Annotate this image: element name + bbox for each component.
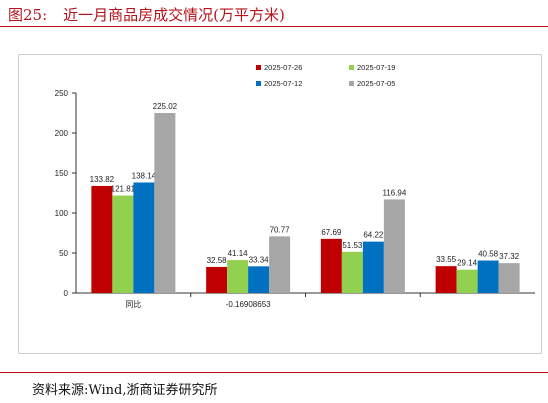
data-label: 116.94 bbox=[382, 188, 406, 197]
y-tick-label: 0 bbox=[64, 289, 69, 298]
bar bbox=[133, 182, 155, 293]
data-label: 64.22 bbox=[363, 231, 384, 240]
y-tick-label: 50 bbox=[59, 249, 68, 258]
y-tick-label: 250 bbox=[55, 89, 69, 98]
legend-label: 2025-07-26 bbox=[264, 63, 302, 72]
y-tick-label: 200 bbox=[55, 129, 69, 138]
bar bbox=[498, 263, 520, 293]
data-label: 29.14 bbox=[457, 259, 478, 268]
bar bbox=[206, 266, 228, 293]
bar bbox=[477, 260, 499, 293]
data-label: 133.82 bbox=[90, 175, 115, 184]
legend-label: 2025-07-19 bbox=[357, 63, 395, 72]
figure-title: 图25: 近一月商品房成交情况(万平方米) bbox=[8, 4, 285, 25]
figure-number: 图25: bbox=[8, 6, 48, 24]
bar bbox=[91, 185, 113, 293]
data-label: 70.77 bbox=[270, 225, 291, 234]
bar bbox=[112, 195, 134, 293]
figure-title-text: 近一月商品房成交情况(万平方米) bbox=[63, 6, 285, 24]
source-note: 资料来源:Wind,浙商证券研究所 bbox=[32, 383, 218, 398]
bar bbox=[383, 199, 405, 293]
data-label: 225.02 bbox=[153, 102, 178, 111]
bar bbox=[227, 260, 249, 293]
data-label: 41.14 bbox=[228, 249, 249, 258]
data-label: 37.32 bbox=[499, 252, 520, 261]
bar bbox=[456, 269, 478, 293]
y-tick-label: 150 bbox=[55, 169, 69, 178]
source-rule bbox=[0, 372, 548, 373]
data-label: 67.69 bbox=[321, 228, 342, 237]
chart-frame bbox=[18, 54, 542, 354]
data-label: 33.55 bbox=[436, 255, 457, 264]
x-tick-label: 同比 bbox=[125, 299, 141, 309]
legend-swatch bbox=[349, 81, 354, 86]
data-label: 138.14 bbox=[132, 171, 157, 180]
bar bbox=[269, 236, 291, 293]
bar bbox=[435, 266, 457, 293]
x-tick-label: -0.16908653 bbox=[226, 300, 271, 309]
data-label: 33.34 bbox=[249, 255, 270, 264]
bar bbox=[248, 266, 270, 293]
bar bbox=[154, 112, 176, 293]
bar bbox=[320, 238, 342, 293]
title-rule bbox=[0, 26, 548, 27]
data-label: 32.58 bbox=[207, 256, 228, 265]
data-label: 121.81 bbox=[111, 185, 136, 194]
data-label: 40.58 bbox=[478, 250, 499, 259]
legend-label: 2025-07-05 bbox=[357, 79, 395, 88]
legend-swatch bbox=[349, 65, 354, 70]
bar bbox=[341, 251, 363, 293]
legend-swatch bbox=[256, 65, 261, 70]
legend-swatch bbox=[256, 81, 261, 86]
bar bbox=[362, 241, 384, 293]
legend-label: 2025-07-12 bbox=[264, 79, 302, 88]
data-label: 51.53 bbox=[342, 241, 363, 250]
y-tick-label: 100 bbox=[55, 209, 69, 218]
